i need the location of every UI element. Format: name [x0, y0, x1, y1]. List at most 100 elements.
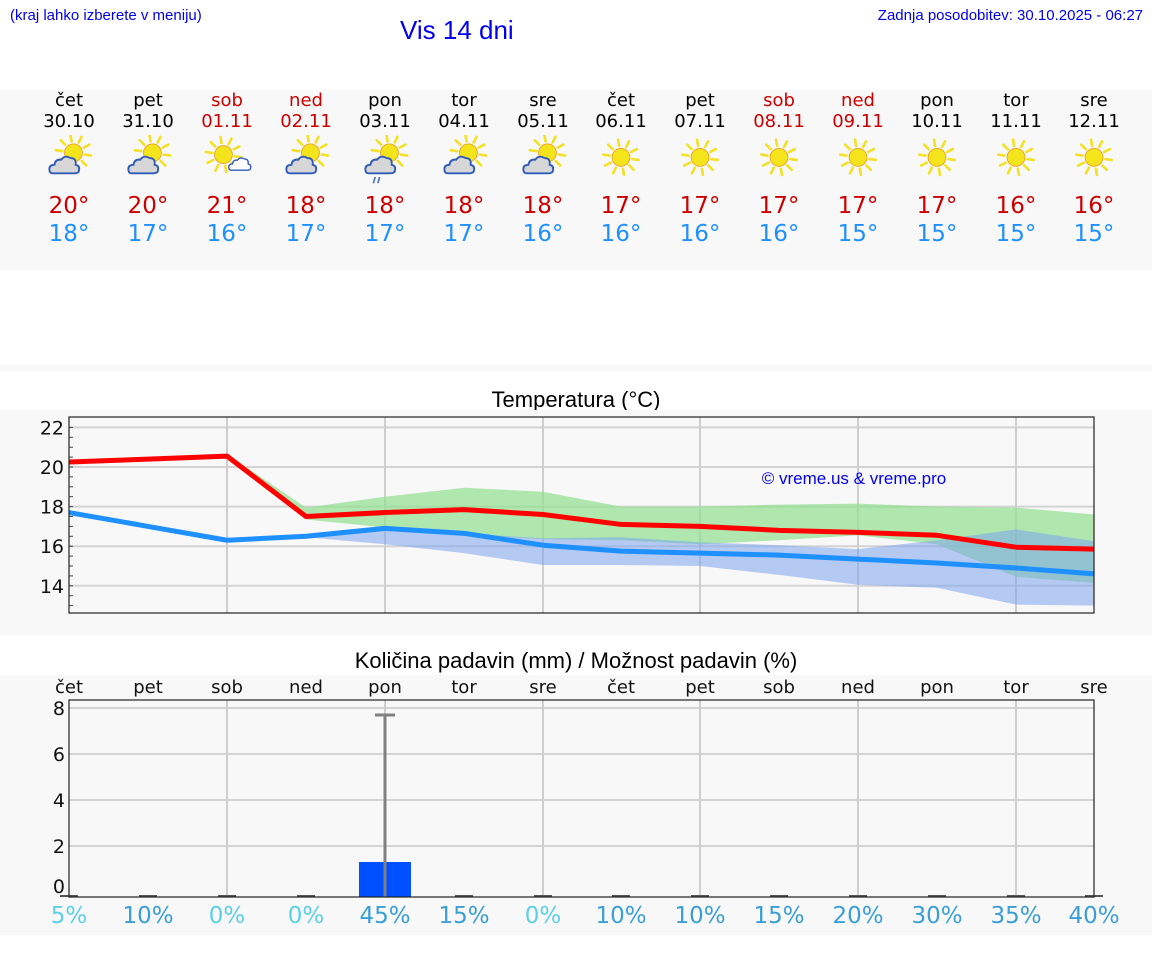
- svg-text:2: 2: [53, 836, 65, 858]
- svg-text:© vreme.us & vreme.pro: © vreme.us & vreme.pro: [762, 469, 946, 488]
- day-name: tor: [451, 90, 477, 111]
- max-temperature: 16°: [1073, 193, 1115, 219]
- day-name: sre: [1080, 90, 1108, 111]
- day-date: 08.11: [753, 111, 805, 132]
- day-name: sre: [529, 90, 557, 111]
- precipitation-probability: 45%: [359, 903, 411, 929]
- max-temperature: 20°: [48, 193, 90, 219]
- day-forecast: pon 03.11 18° 17°: [345, 90, 425, 248]
- precipitation-probability: 5%: [50, 903, 88, 929]
- precipitation-probability: 0%: [524, 903, 562, 929]
- day-name: tor: [1003, 90, 1029, 111]
- day-forecast: sre 12.11 16° 15°: [1054, 90, 1134, 248]
- day-date: 11.11: [990, 111, 1042, 132]
- day-date: 03.11: [359, 111, 411, 132]
- max-temperature: 17°: [758, 193, 800, 219]
- day-forecast: sre 05.11 18° 16°: [503, 90, 583, 248]
- svg-text:ned: ned: [841, 677, 875, 698]
- day-forecast: pon 10.11 17° 15°: [897, 90, 977, 248]
- temperature-chart-title: Temperatura (°C): [491, 387, 661, 412]
- min-temperature: 15°: [1073, 221, 1115, 247]
- svg-text:14: 14: [40, 576, 64, 598]
- max-temperature: 21°: [206, 193, 248, 219]
- day-name: čet: [606, 90, 636, 111]
- day-name: pon: [920, 90, 954, 111]
- precipitation-probability: 10%: [122, 903, 174, 929]
- partly-cloudy-icon: [48, 135, 93, 175]
- max-temperature: 18°: [285, 193, 327, 219]
- min-temperature: 18°: [48, 221, 90, 247]
- sunny-icon: [1075, 138, 1113, 177]
- min-temperature: 17°: [285, 221, 327, 247]
- svg-text:18: 18: [40, 497, 64, 519]
- min-temperature: 16°: [758, 221, 800, 247]
- svg-text:sre: sre: [529, 677, 556, 698]
- svg-text:pet: pet: [133, 677, 163, 698]
- day-name: sob: [763, 90, 795, 111]
- min-temperature: 16°: [600, 221, 642, 247]
- min-temperature: 15°: [837, 221, 879, 247]
- day-date: 10.11: [911, 111, 963, 132]
- day-forecast: tor 11.11 16° 15°: [976, 90, 1056, 248]
- svg-text:ned: ned: [289, 677, 323, 698]
- min-temperature: 17°: [443, 221, 485, 247]
- sunny-icon: [760, 138, 798, 177]
- precipitation-probability: 30%: [911, 903, 963, 929]
- sunny-icon: [918, 138, 956, 177]
- svg-text:čet: čet: [607, 677, 635, 698]
- max-temperature: 17°: [916, 193, 958, 219]
- precipitation-probability: 15%: [753, 903, 805, 929]
- location-menu-hint: (kraj lahko izberete v meniju): [10, 7, 202, 24]
- day-date: 04.11: [438, 111, 490, 132]
- day-date: 30.10: [43, 111, 95, 132]
- svg-text:8: 8: [53, 698, 65, 720]
- svg-text:22: 22: [40, 417, 64, 439]
- svg-text:tor: tor: [451, 677, 477, 698]
- max-temperature: 18°: [443, 193, 485, 219]
- svg-text:16: 16: [40, 536, 64, 558]
- sunny-icon: [839, 138, 877, 177]
- mostly-sunny-icon: [204, 135, 252, 174]
- partly-cloudy-icon: [522, 135, 567, 175]
- day-date: 09.11: [832, 111, 884, 132]
- last-update-timestamp: Zadnja posodobitev: 30.10.2025 - 06:27: [877, 7, 1143, 24]
- day-date: 05.11: [517, 111, 569, 132]
- max-temperature-line: [68, 453, 1095, 552]
- day-forecast: čet 06.11 17° 16°: [581, 90, 661, 248]
- max-temperature: 18°: [364, 193, 406, 219]
- precipitation-probability: 15%: [438, 903, 490, 929]
- max-temperature: 17°: [679, 193, 721, 219]
- day-forecast: čet 30.10 20° 18°: [29, 90, 109, 248]
- min-temperature: 15°: [916, 221, 958, 247]
- day-forecast: sob 01.11 21° 16°: [187, 90, 267, 248]
- day-date: 01.11: [201, 111, 253, 132]
- day-forecast: pet 31.10 20° 17°: [108, 90, 188, 248]
- day-name: ned: [841, 90, 875, 111]
- svg-text:sob: sob: [211, 677, 243, 698]
- precipitation-probability: 10%: [674, 903, 726, 929]
- min-temperature: 17°: [364, 221, 406, 247]
- min-temperature: 16°: [679, 221, 721, 247]
- day-name: pon: [368, 90, 402, 111]
- svg-text:sre: sre: [1080, 677, 1107, 698]
- svg-text:pon: pon: [368, 677, 402, 698]
- section-divider: [0, 365, 1152, 371]
- min-temperature: 16°: [206, 221, 248, 247]
- max-temperature: 20°: [127, 193, 169, 219]
- min-temperature: 15°: [995, 221, 1037, 247]
- partly-cloudy-icon: [443, 135, 488, 175]
- svg-text:20: 20: [40, 457, 64, 479]
- day-forecast: sob 08.11 17° 16°: [739, 90, 819, 248]
- sunny-icon: [602, 138, 640, 177]
- day-name: pet: [133, 90, 163, 111]
- day-forecast: pet 07.11 17° 16°: [660, 90, 740, 248]
- precipitation-probability: 0%: [287, 903, 325, 929]
- min-temperature: 16°: [522, 221, 564, 247]
- temperature-chart: 14 16 18 20 22 © vreme.us & vreme.pro: [40, 416, 1095, 614]
- daily-forecast-strip: čet 30.10 20° 18° pet 31.10 20° 17° sob 01.11 2…: [0, 90, 1152, 270]
- day-date: 02.11: [280, 111, 332, 132]
- partly-cloudy-rain-icon: [364, 135, 409, 184]
- svg-text:čet: čet: [55, 677, 83, 698]
- min-temperature-line: [68, 510, 1095, 577]
- day-date: 07.11: [674, 111, 726, 132]
